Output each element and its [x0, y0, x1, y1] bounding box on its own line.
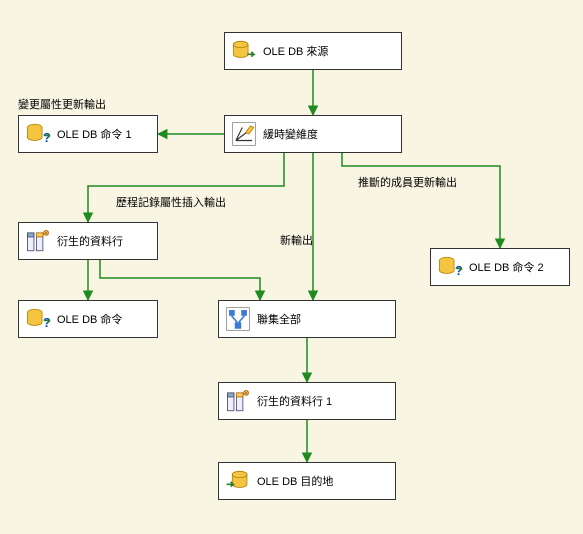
- node-ole-db-source[interactable]: OLE DB 來源: [224, 32, 402, 70]
- db-source-icon: [231, 38, 257, 64]
- scd-icon: [231, 121, 257, 147]
- node-label: 衍生的資料行: [57, 233, 123, 249]
- node-label: OLE DB 來源: [263, 43, 328, 59]
- node-label: 衍生的資料行 1: [257, 393, 332, 409]
- db-cmd-icon: ?: [25, 121, 51, 147]
- node-label: 聯集全部: [257, 311, 301, 327]
- node-ole-db-cmd[interactable]: ? OLE DB 命令: [18, 300, 158, 338]
- union-all-icon: [225, 306, 251, 332]
- svg-text:?: ?: [43, 130, 51, 145]
- svg-text:?: ?: [455, 263, 463, 278]
- svg-text:?: ?: [43, 315, 51, 330]
- node-ole-db-cmd-2[interactable]: ? OLE DB 命令 2: [430, 248, 570, 286]
- db-cmd-icon: ?: [437, 254, 463, 280]
- edge: [342, 153, 500, 248]
- node-union-all[interactable]: 聯集全部: [218, 300, 396, 338]
- db-cmd-icon: ?: [25, 306, 51, 332]
- diagram-canvas: OLE DB 來源 緩時變維度 ? OLE DB 命令 1 衍生的資料行 ? O…: [0, 0, 583, 534]
- node-derived-column[interactable]: 衍生的資料行: [18, 222, 158, 260]
- edge: [88, 153, 284, 222]
- derived-col-icon: [225, 388, 251, 414]
- node-ole-db-cmd-1[interactable]: ? OLE DB 命令 1: [18, 115, 158, 153]
- node-label: OLE DB 命令: [57, 311, 122, 327]
- db-dest-icon: [225, 468, 251, 494]
- node-label: OLE DB 命令 2: [469, 259, 544, 275]
- node-label: OLE DB 命令 1: [57, 126, 132, 142]
- derived-col-icon: [25, 228, 51, 254]
- node-derived-column-1[interactable]: 衍生的資料行 1: [218, 382, 396, 420]
- node-ole-db-destination[interactable]: OLE DB 目的地: [218, 462, 396, 500]
- node-scd[interactable]: 緩時變維度: [224, 115, 402, 153]
- edge-label-attr-update: 變更屬性更新輸出: [18, 96, 106, 112]
- node-label: OLE DB 目的地: [257, 473, 333, 489]
- edge-label-hist-insert: 歷程記錄屬性插入輸出: [116, 194, 226, 210]
- node-label: 緩時變維度: [263, 126, 318, 142]
- edge-label-new-out: 新輸出: [280, 232, 313, 248]
- edge-label-inferred: 推斷的成員更新輸出: [358, 174, 457, 190]
- edge: [100, 260, 260, 300]
